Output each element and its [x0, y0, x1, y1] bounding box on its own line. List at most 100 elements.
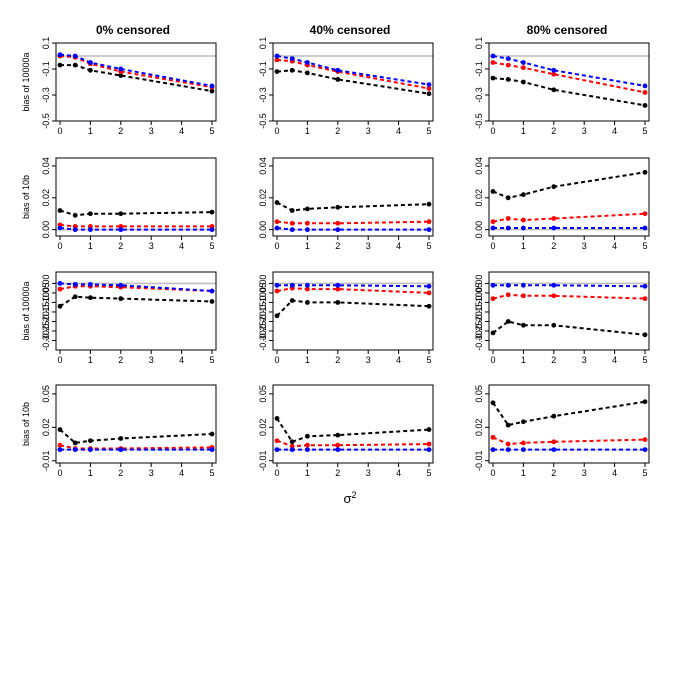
x-tick-label: 4 [179, 468, 184, 478]
data-point-black [274, 313, 280, 319]
data-point-red [335, 442, 341, 448]
series-line-red [59, 444, 213, 450]
panel-frame [55, 157, 217, 237]
data-point-black [426, 201, 432, 207]
data-point-black [551, 322, 557, 328]
data-point-blue [551, 447, 557, 453]
panel-0-1: 0 1 2 3 4 5 -0.5 -0.3 -0.1 0.1 [258, 37, 434, 136]
data-point-red [426, 219, 432, 225]
data-point-red [305, 286, 310, 292]
y-tick-label: -0.10 [258, 292, 268, 313]
y-tick-label: 0.05 [474, 385, 484, 403]
data-point-black [274, 200, 280, 205]
panel-frame [55, 384, 217, 464]
panel-3-2: 0 1 2 3 4 5 -0.01 0.02 0.05 [474, 384, 650, 478]
x-tick-label: 2 [118, 241, 123, 251]
x-tick-label: 1 [88, 355, 93, 365]
y-tick-label: -0.15 [258, 302, 268, 323]
x-tick-label: 1 [88, 241, 93, 251]
y-tick-label: -0.1 [474, 61, 484, 77]
data-point-blue [551, 282, 557, 288]
x-tick-label: 2 [551, 241, 556, 251]
series-line-red [276, 287, 430, 294]
data-point-black [521, 322, 526, 328]
data-point-black [118, 211, 124, 217]
data-point-blue [305, 282, 310, 288]
x-tick-label: 1 [521, 126, 526, 136]
data-point-black [57, 427, 63, 432]
panel-frame [272, 157, 434, 237]
series-line-black [492, 320, 646, 336]
data-point-blue [305, 60, 310, 65]
series-line-black [59, 295, 213, 308]
panel-2-1: 0 1 2 3 4 5 -0.30-0.25-0.20-0.15-0.10-0.050.00 [258, 271, 434, 365]
y-axis-label: bias of 10000a [21, 281, 31, 340]
series-line-blue [493, 284, 646, 288]
y-tick-label: 0.04 [258, 157, 268, 175]
data-point-blue [505, 282, 511, 288]
data-point-blue [426, 283, 432, 289]
panel-frame [272, 271, 434, 351]
data-point-black [642, 103, 648, 108]
data-point-black [305, 70, 310, 76]
data-point-blue [209, 227, 215, 233]
data-point-black [426, 91, 432, 97]
data-point-black [57, 303, 63, 309]
data-point-red [551, 71, 557, 77]
x-tick-label: 3 [366, 355, 371, 365]
panel-frame [488, 271, 650, 351]
data-point-black [521, 419, 526, 425]
y-tick-label: 0.00 [474, 275, 484, 293]
x-tick-label: 1 [521, 355, 526, 365]
y-tick-label: 0.02 [258, 189, 268, 207]
panel-3-1: 0 1 2 3 4 5 -0.01 0.02 0.05 [258, 384, 434, 478]
data-point-blue [490, 282, 496, 288]
x-tick-label: 2 [335, 241, 340, 251]
data-point-red [505, 216, 511, 221]
data-point-blue [305, 447, 310, 453]
data-point-red [642, 90, 648, 95]
series-line-red [276, 439, 430, 448]
data-point-red [426, 86, 432, 91]
x-tick-label: 0 [57, 355, 62, 365]
x-tick-label: 1 [88, 126, 93, 136]
data-point-black [642, 399, 648, 405]
y-tick-label: -0.10 [474, 292, 484, 313]
data-point-red [505, 292, 511, 298]
x-tick-label: 4 [612, 241, 617, 251]
data-point-black [88, 438, 93, 444]
y-tick-label: -0.1 [258, 61, 268, 77]
x-tick-label: 5 [426, 126, 431, 136]
y-tick-label: -0.30 [258, 330, 268, 351]
x-tick-label: 4 [179, 126, 184, 136]
data-point-red [642, 437, 648, 442]
data-point-blue [209, 447, 215, 453]
panel-frame [55, 42, 217, 122]
data-point-blue [118, 66, 124, 72]
data-point-blue [72, 53, 78, 59]
data-point-red [426, 441, 432, 447]
data-point-red [490, 434, 496, 440]
x-tick-label: 3 [582, 468, 587, 478]
x-tick-label: 0 [490, 241, 495, 251]
data-point-red [289, 443, 295, 449]
x-tick-label: 5 [209, 355, 214, 365]
x-tick-label: 4 [396, 126, 401, 136]
data-point-blue [490, 447, 496, 453]
data-point-blue [289, 282, 295, 288]
data-point-blue [505, 447, 511, 453]
data-point-black [289, 298, 295, 303]
x-tick-label: 4 [612, 355, 617, 365]
x-tick-label: 0 [490, 468, 495, 478]
data-point-blue [57, 225, 63, 231]
x-tick-label: 5 [426, 355, 431, 365]
series-line-black [492, 400, 646, 427]
data-point-blue [72, 281, 78, 287]
data-point-black [505, 77, 511, 82]
data-point-red [289, 220, 295, 226]
data-point-blue [274, 225, 280, 231]
data-point-blue [209, 83, 215, 89]
y-axis-label: bias of 10b [21, 175, 31, 219]
x-tick-label: 2 [118, 126, 123, 136]
y-tick-label: 0.00 [41, 221, 51, 239]
